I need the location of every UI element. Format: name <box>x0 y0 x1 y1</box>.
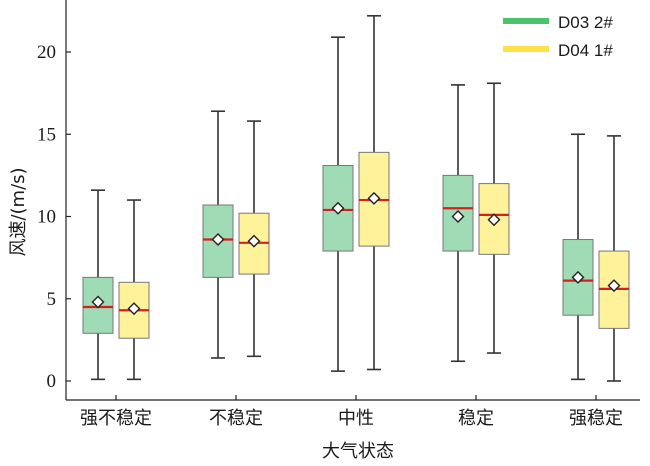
y-tick-label: 20 <box>37 42 56 63</box>
x-tick-label: 中性 <box>338 408 374 429</box>
y-tick-label: 0 <box>47 371 57 392</box>
box-d03-3 <box>442 84 474 363</box>
y-tick-label: 15 <box>37 124 56 145</box>
mean-marker <box>571 270 585 284</box>
x-tick-label: 稳定 <box>458 408 494 429</box>
box-d04-2 <box>358 15 390 371</box>
box-d03-2 <box>322 36 354 372</box>
x-tick-label: 强稳定 <box>569 408 623 429</box>
box-d03-4 <box>562 133 594 381</box>
mean-marker <box>451 210 465 223</box>
mean-marker <box>91 295 105 309</box>
legend-label-d04: D04 1# <box>558 41 613 60</box>
mean-marker <box>211 233 225 247</box>
box-d04-0 <box>118 199 150 381</box>
mean-marker <box>487 213 501 227</box>
box-d04-4 <box>598 135 630 382</box>
legend-label-d03: D03 2# <box>558 13 613 32</box>
mean-marker <box>367 191 381 205</box>
box-d03-0 <box>82 189 114 381</box>
x-axis-label: 大气状态 <box>322 441 394 462</box>
box-d04-1 <box>238 120 270 358</box>
boxes-layer <box>82 15 630 382</box>
y-axis-label: 风速/(m/s) <box>8 167 29 256</box>
x-tick-label: 强不稳定 <box>80 408 152 429</box>
y-tick-label: 10 <box>37 207 56 228</box>
x-tick-label: 不稳定 <box>209 408 263 429</box>
axes-layer: 0 5 10 15 20 强不稳定 不稳定 中性 稳定 强稳定 <box>37 0 640 429</box>
mean-marker <box>607 279 621 293</box>
box-iqr <box>442 174 474 252</box>
box-d04-3 <box>478 82 510 354</box>
mean-marker <box>331 201 345 215</box>
mean-marker <box>247 234 261 248</box>
y-tick-label: 5 <box>47 289 57 310</box>
box-d03-1 <box>202 110 234 359</box>
legend: D03 2# D04 1# <box>503 13 613 60</box>
mean-marker <box>127 302 141 316</box>
